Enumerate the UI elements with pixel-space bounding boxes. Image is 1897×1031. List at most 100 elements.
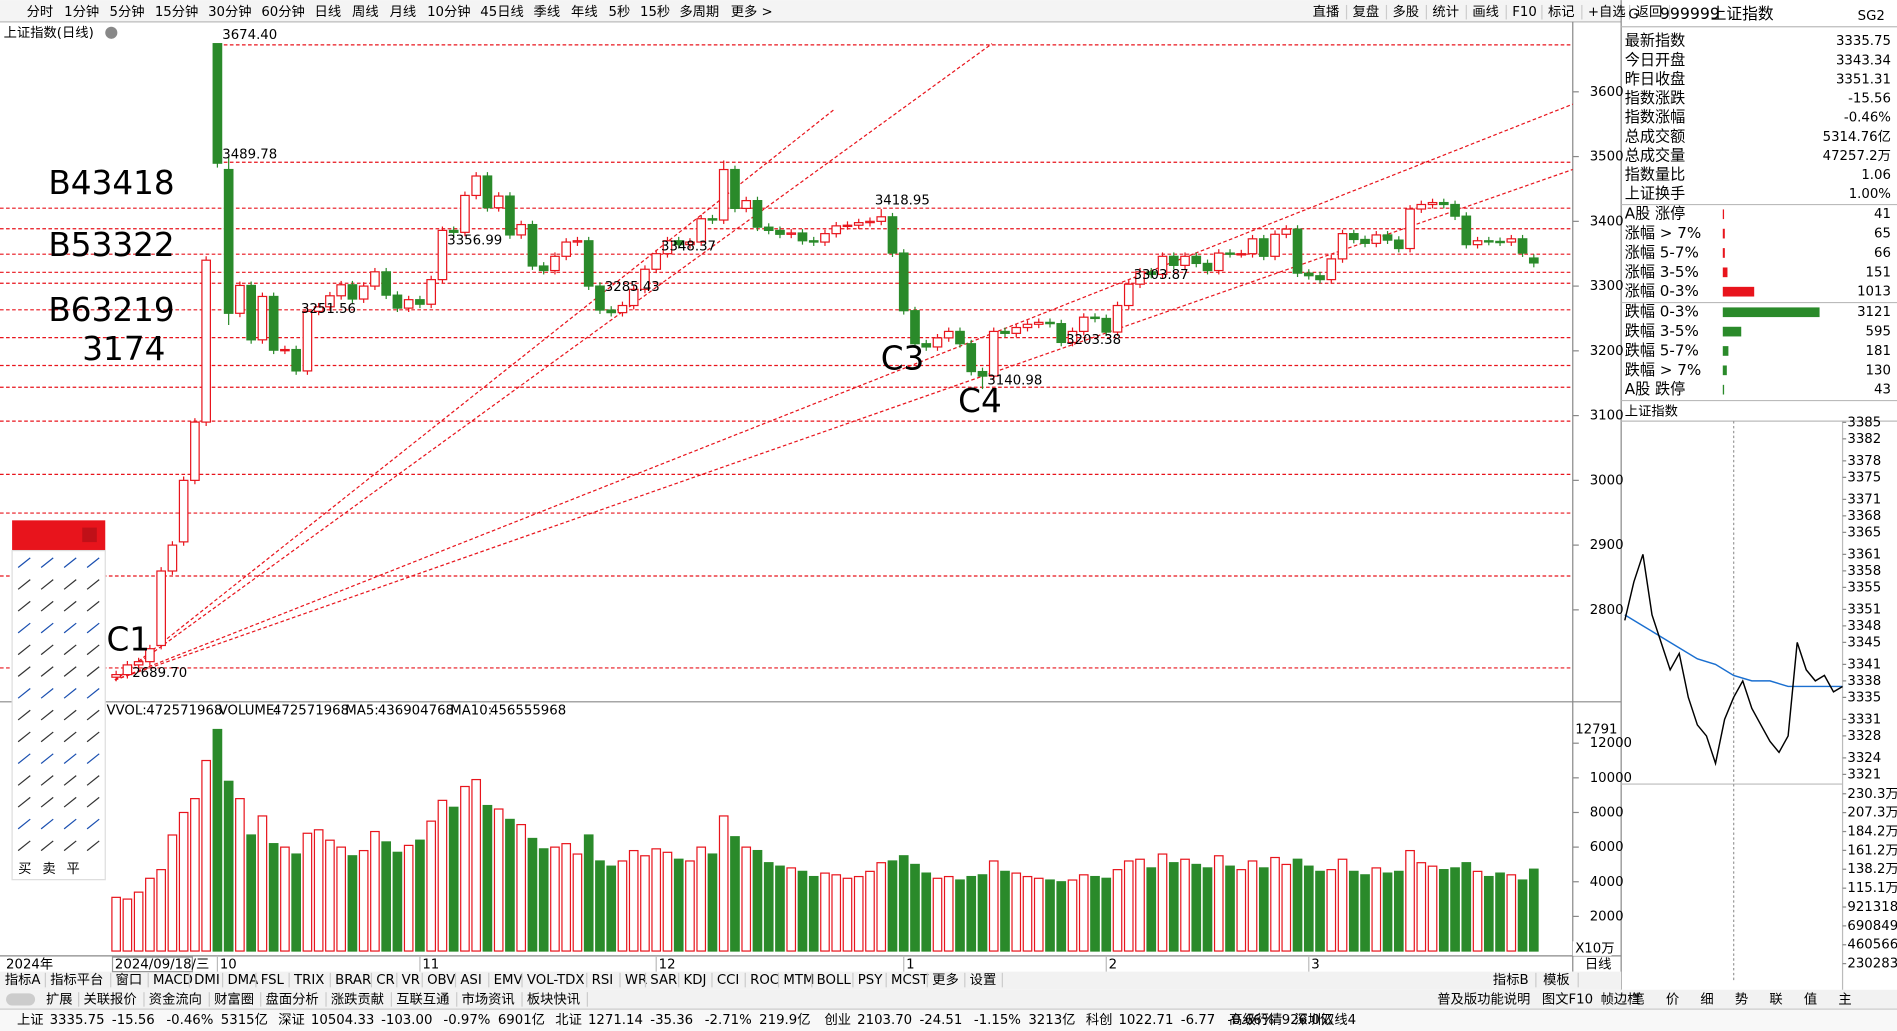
tab[interactable]: 关联报价	[83, 991, 136, 1007]
tool-icon[interactable]	[40, 557, 54, 568]
tool-icon[interactable]	[40, 818, 54, 830]
side-tab[interactable]: 值	[1804, 991, 1817, 1007]
tab[interactable]: TRIX	[293, 973, 324, 988]
tool-icon[interactable]	[63, 818, 77, 830]
tab[interactable]: 15分钟	[155, 3, 199, 20]
tab[interactable]: WR	[625, 973, 647, 988]
tool-icon[interactable]	[40, 600, 54, 612]
toggle-icon[interactable]	[6, 993, 36, 1006]
tool-icon[interactable]	[17, 666, 31, 677]
tab[interactable]: 返回	[1636, 4, 1663, 20]
tab[interactable]: 15秒	[640, 4, 670, 20]
tab[interactable]: 指标B	[1493, 972, 1529, 988]
tool-icon[interactable]	[86, 600, 100, 612]
tab[interactable]: 更多	[932, 971, 959, 988]
tab[interactable]: VR	[402, 973, 420, 988]
tool-icon[interactable]	[17, 840, 31, 852]
tool-icon[interactable]	[86, 840, 100, 852]
tool-icon[interactable]	[17, 818, 31, 830]
tool-icon[interactable]	[63, 600, 77, 612]
tab[interactable]: SAR	[650, 973, 677, 988]
tab[interactable]: BRAR	[335, 973, 371, 988]
tab[interactable]: 深圳双线4	[1295, 1012, 1357, 1028]
tab[interactable]: 高级行情	[1229, 1011, 1282, 1028]
tool-icon[interactable]	[86, 775, 100, 786]
tool-icon[interactable]	[40, 840, 54, 852]
tab[interactable]: PSY	[858, 973, 883, 988]
tool-icon[interactable]	[63, 731, 77, 743]
tab[interactable]: 普及版功能说明	[1437, 991, 1530, 1007]
tab[interactable]: ROC	[750, 973, 779, 988]
tool-icon[interactable]	[17, 579, 31, 590]
tool-icon[interactable]	[86, 579, 100, 590]
tool-icon[interactable]	[17, 753, 31, 764]
close-button[interactable]	[82, 527, 97, 543]
tab[interactable]: DMA	[227, 973, 258, 988]
tab[interactable]: 画线	[1472, 4, 1499, 20]
tab[interactable]: 图文F10	[1542, 991, 1593, 1007]
tab[interactable]: 盘面分析	[266, 990, 319, 1007]
tab[interactable]: 1分钟	[64, 3, 99, 20]
tool-icon[interactable]	[63, 775, 77, 786]
tab[interactable]: F10	[1512, 5, 1537, 20]
tab[interactable]: MCST	[891, 973, 929, 988]
tab[interactable]: 60分钟	[261, 3, 305, 20]
tool-icon[interactable]	[40, 731, 54, 743]
tab[interactable]: 5秒	[609, 4, 631, 20]
tab[interactable]: 统计	[1432, 4, 1459, 20]
tab[interactable]: 互联互通	[396, 991, 449, 1007]
tab[interactable]: MACD	[153, 973, 193, 988]
tool-icon[interactable]	[17, 731, 31, 743]
tab[interactable]: +自选	[1588, 4, 1626, 20]
tool-icon[interactable]	[17, 796, 31, 808]
tool-icon[interactable]	[40, 775, 54, 786]
side-tab[interactable]: 主	[1838, 991, 1851, 1007]
title-menu[interactable]	[105, 26, 118, 39]
tool-icon[interactable]	[40, 579, 54, 590]
tool-icon[interactable]	[63, 644, 77, 656]
tool-icon[interactable]	[63, 557, 77, 568]
side-tab[interactable]: 笔	[1631, 991, 1644, 1007]
tool-icon[interactable]	[63, 579, 77, 590]
side-tab[interactable]: 价	[1666, 992, 1679, 1007]
tab[interactable]: 指标A	[5, 972, 41, 988]
tab[interactable]: VOL-TDX	[527, 973, 585, 988]
tab[interactable]: 窗口	[116, 971, 143, 988]
tab[interactable]: 市场资讯	[462, 990, 515, 1007]
tool-icon[interactable]	[63, 666, 77, 677]
tool-icon[interactable]	[63, 796, 77, 808]
tool-icon[interactable]	[86, 557, 100, 568]
tab[interactable]: 5分钟	[109, 3, 144, 20]
tool-icon[interactable]	[86, 622, 100, 634]
tool-icon[interactable]	[40, 796, 54, 808]
tool-icon[interactable]	[17, 709, 31, 721]
tool-icon[interactable]	[86, 796, 100, 808]
tab[interactable]: 设置	[970, 972, 997, 988]
tab[interactable]: 涨跌贡献	[331, 991, 384, 1007]
tab[interactable]: DMI	[194, 973, 220, 988]
tab[interactable]: EMV	[494, 973, 523, 988]
tool-icon[interactable]	[86, 709, 100, 721]
tab[interactable]: 年线	[571, 4, 598, 20]
tab[interactable]: 日线	[315, 4, 342, 20]
tab[interactable]: 45日线	[480, 4, 524, 20]
tab[interactable]: 帧边栏	[1601, 991, 1641, 1007]
tool-label[interactable]: 买	[18, 861, 31, 877]
side-tab[interactable]: 势	[1735, 991, 1748, 1007]
tool-icon[interactable]	[17, 557, 31, 568]
tool-icon[interactable]	[17, 644, 31, 656]
tool-label[interactable]: 平	[67, 862, 80, 877]
tool-icon[interactable]	[86, 688, 100, 699]
tool-icon[interactable]	[40, 644, 54, 656]
tab[interactable]: 周线	[352, 4, 379, 20]
tool-icon[interactable]	[40, 709, 54, 721]
tool-icon[interactable]	[17, 688, 31, 699]
tab[interactable]: 直播	[1313, 4, 1340, 20]
tab[interactable]: 30分钟	[208, 3, 252, 20]
tool-icon[interactable]	[86, 818, 100, 830]
tool-icon[interactable]	[63, 688, 77, 699]
tab[interactable]: 季线	[534, 4, 561, 20]
side-tab[interactable]: 细	[1700, 991, 1713, 1007]
tab[interactable]: 多股	[1393, 3, 1420, 20]
side-tab[interactable]: 联	[1769, 991, 1782, 1007]
